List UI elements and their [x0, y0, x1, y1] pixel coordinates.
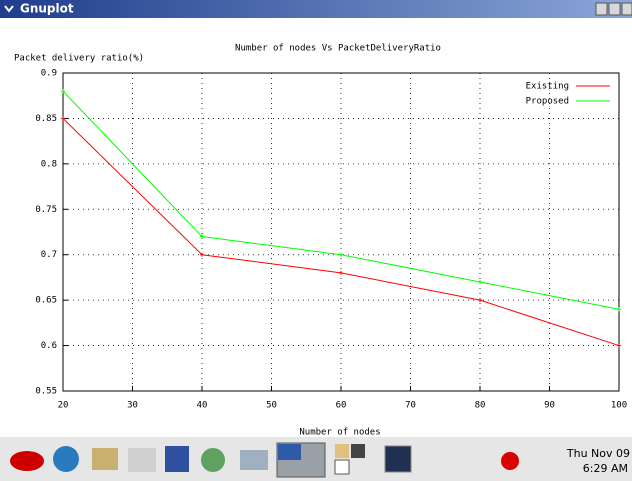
x-tick-label: 100 [611, 401, 627, 411]
y-tick-label: 0.55 [35, 387, 57, 397]
taskbar: Thu Nov 09 6:29 AM [0, 437, 632, 481]
workspace-active[interactable] [278, 444, 301, 460]
x-axis-label: Number of nodes [299, 428, 380, 438]
x-tick-label: 50 [266, 401, 277, 411]
clock-date: Thu Nov 09 [566, 447, 630, 460]
maximize-button[interactable] [609, 3, 620, 15]
x-tick-label: 70 [405, 401, 416, 411]
y-tick-label: 0.9 [41, 69, 57, 79]
minimize-button[interactable] [596, 3, 607, 15]
folder-icon[interactable] [335, 444, 349, 458]
x-tick-label: 30 [127, 401, 138, 411]
title-bar [0, 0, 632, 18]
y-tick-label: 0.8 [41, 159, 57, 169]
y-tick-label: 0.6 [41, 341, 57, 351]
data-point [478, 280, 482, 284]
calc-icon[interactable] [201, 448, 225, 472]
screen: Gnuplot Number of nodes Vs PacketDeliver… [0, 0, 632, 481]
alert-icon[interactable] [501, 452, 519, 470]
data-point [617, 344, 621, 348]
legend-label: Proposed [526, 97, 569, 107]
x-tick-label: 90 [544, 401, 555, 411]
y-axis-label: Packet delivery ratio(%) [14, 54, 144, 64]
clock-time: 6:29 AM [583, 462, 628, 475]
data-point [339, 271, 343, 275]
close-button[interactable] [622, 3, 632, 15]
x-tick-label: 60 [336, 401, 347, 411]
file-icon[interactable] [335, 460, 349, 474]
data-point [339, 253, 343, 257]
x-tick-label: 40 [197, 401, 208, 411]
y-tick-label: 0.75 [35, 205, 57, 215]
start-button[interactable] [10, 451, 44, 471]
chart: Number of nodes Vs PacketDeliveryRatio P… [14, 44, 627, 438]
legend-label: Existing [526, 82, 569, 92]
y-tick-label: 0.85 [35, 114, 57, 124]
x-tick-label: 20 [58, 401, 69, 411]
terminal-button[interactable] [385, 446, 411, 472]
writer-icon[interactable] [128, 448, 156, 472]
y-tick-label: 0.65 [35, 296, 57, 306]
series-line [63, 118, 619, 345]
data-point [617, 307, 621, 311]
chart-title: Number of nodes Vs PacketDeliveryRatio [235, 44, 441, 54]
data-point [478, 298, 482, 302]
impress-icon[interactable] [165, 446, 189, 472]
y-tick-label: 0.7 [41, 250, 57, 260]
terminal-small-icon[interactable] [351, 444, 365, 458]
print-icon[interactable] [240, 450, 268, 470]
mail-icon[interactable] [92, 448, 118, 470]
window-title: Gnuplot [20, 2, 74, 16]
x-tick-label: 80 [475, 401, 486, 411]
browser-icon[interactable] [53, 446, 79, 472]
